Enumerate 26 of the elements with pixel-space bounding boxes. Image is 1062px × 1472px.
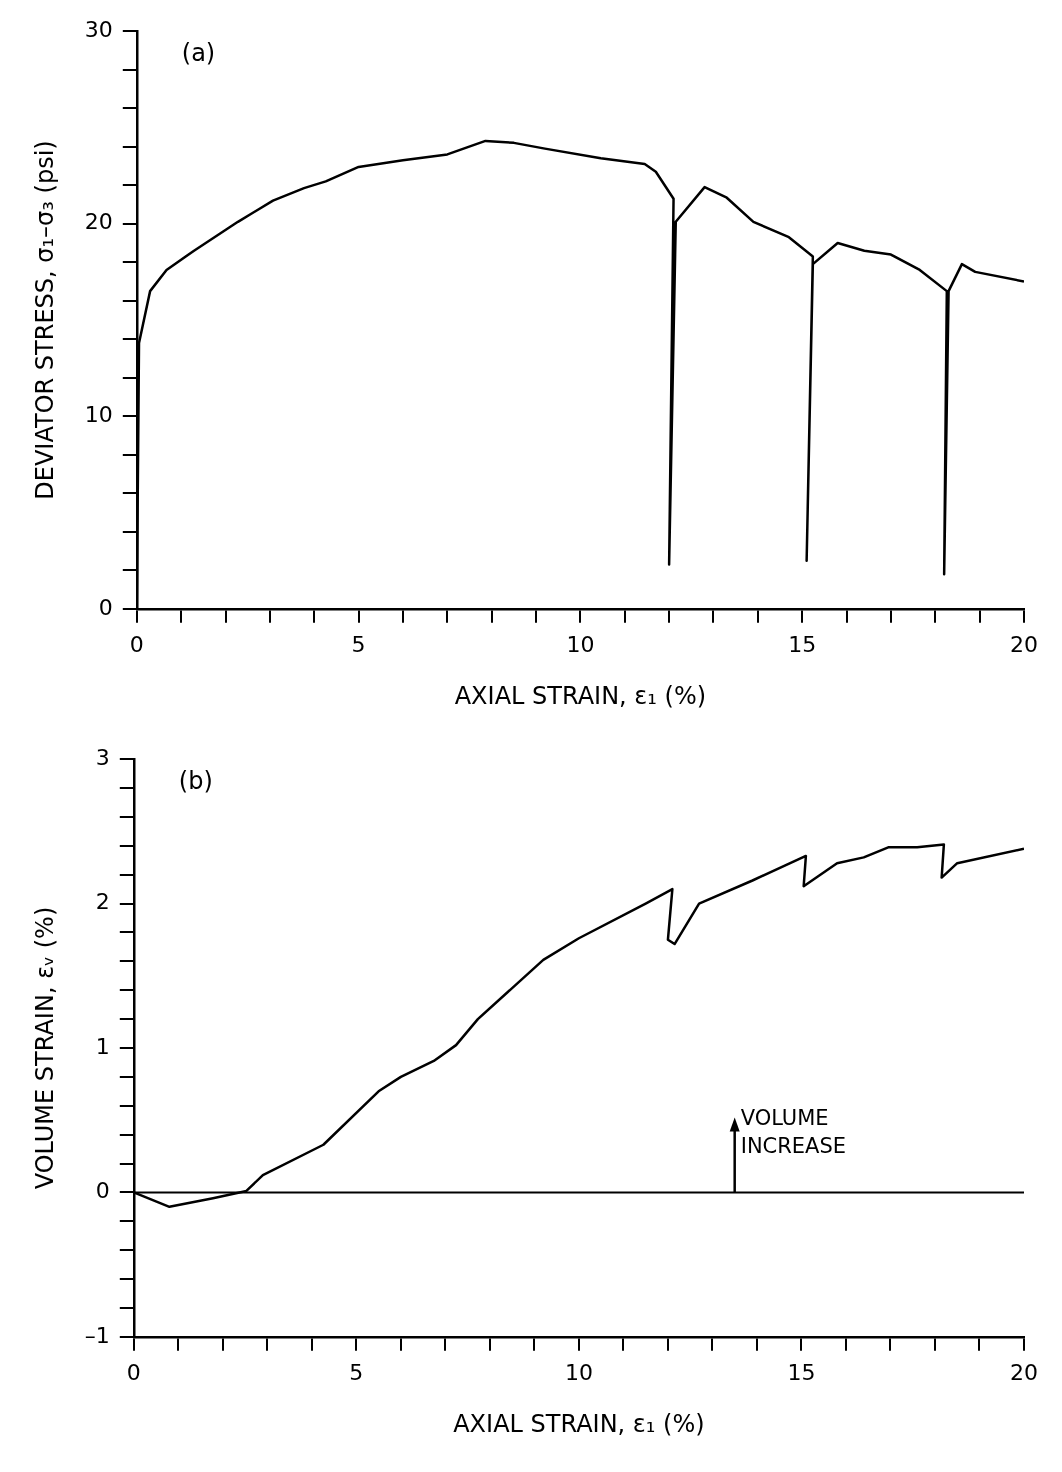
x-tick-label: 20 <box>1010 631 1038 657</box>
y-tick-label: 1 <box>95 1033 110 1059</box>
y-tick-label: 0 <box>95 1178 110 1204</box>
x-tick-label: 20 <box>1010 1359 1038 1385</box>
x-tick-label: 10 <box>566 631 595 657</box>
x-tick-label: 0 <box>126 1359 141 1385</box>
y-tick-label: –1 <box>84 1322 110 1348</box>
y-tick-label: 2 <box>95 889 110 915</box>
y-axis-title: DEVIATOR STRESS, σ₁–σ₃ (psi) <box>30 140 59 500</box>
x-tick-label: 10 <box>564 1359 593 1385</box>
x-tick-label: 5 <box>349 1359 364 1385</box>
x-tick-label: 15 <box>787 1359 816 1385</box>
chart-title: (b) <box>178 767 213 796</box>
y-tick-label: 0 <box>98 594 113 620</box>
x-tick-label: 15 <box>788 631 817 657</box>
x-axis-title: AXIAL STRAIN, ε₁ (%) <box>453 1409 705 1438</box>
y-tick-label: 10 <box>84 401 113 427</box>
x-tick-label: 5 <box>351 631 366 657</box>
y-tick-label: 30 <box>84 16 113 42</box>
y-axis-title: VOLUME STRAIN, εᵥ (%) <box>30 906 59 1190</box>
annotation: VOLUME INCREASE <box>740 1106 847 1159</box>
x-axis-title: AXIAL STRAIN, ε₁ (%) <box>454 681 707 710</box>
y-tick-label: 3 <box>95 744 110 770</box>
chart-title: (a) <box>181 39 216 68</box>
y-tick-label: 20 <box>84 209 113 235</box>
x-tick-label: 0 <box>129 631 144 657</box>
